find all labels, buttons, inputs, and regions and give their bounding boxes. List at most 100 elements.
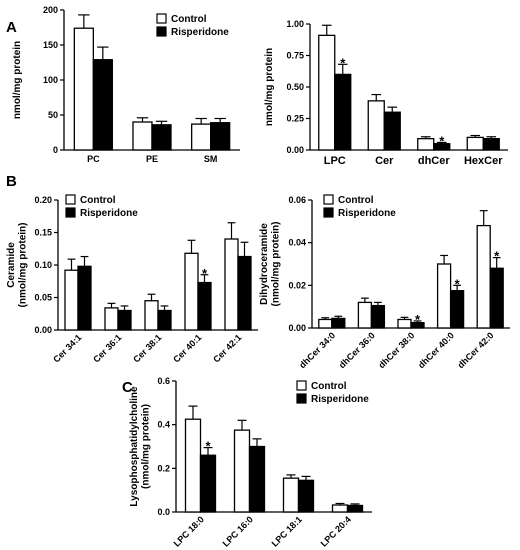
y-tick-label: 0.75: [286, 51, 304, 61]
y-tick-label: 0.00: [286, 145, 304, 155]
legend: Control Risperidone: [296, 380, 369, 405]
x-tick-label: Cer 42:1: [211, 332, 243, 364]
legend-swatch-risperidone: [296, 393, 307, 404]
y-tick-label: 0.20: [34, 195, 52, 205]
legend-label-risperidone: Risperidone: [171, 27, 229, 38]
bar: [191, 123, 212, 151]
panel-label-b: B: [6, 173, 17, 190]
x-tick-label: LPC 16:0: [221, 514, 255, 548]
bar: [331, 504, 349, 513]
bar: [117, 309, 132, 331]
bar: [210, 122, 231, 151]
x-tick-label: LPC 20:4: [319, 514, 353, 548]
y-axis-label-line: Ceramide: [6, 242, 17, 288]
bar: [73, 27, 94, 151]
y-axis-label-line: (nmol/mg protein): [18, 223, 29, 308]
y-tick-label: 0: [53, 145, 58, 155]
panel-label-a: A: [6, 19, 17, 36]
x-tick-label: Cer: [375, 155, 394, 167]
y-tick-label: 0.04: [288, 238, 306, 248]
legend-label-control: Control: [311, 381, 347, 392]
x-tick-label: PC: [87, 154, 100, 164]
x-tick-label: Cer 38:1: [131, 332, 163, 364]
legend-label-risperidone: Risperidone: [338, 208, 396, 219]
bar: [224, 238, 239, 331]
y-tick-label: 0.2: [157, 463, 170, 473]
legend-swatch-control: [323, 194, 334, 205]
y-tick-label: 0.06: [288, 195, 306, 205]
bar: [104, 307, 119, 331]
legend-swatch-control: [65, 194, 76, 205]
x-tick-label: SM: [204, 154, 218, 164]
bar: [417, 138, 435, 151]
bar: [334, 73, 352, 151]
x-tick-label: dhCer 38:0: [376, 330, 416, 370]
legend: Control Risperidone: [156, 13, 229, 38]
bar: [184, 418, 202, 513]
legend-swatch-risperidone: [156, 26, 167, 37]
bar: [237, 255, 252, 331]
chart-5: 0.0 0.2 0.4 0.6 Lysophosphatidylcholine(nmol…: [129, 376, 372, 549]
significance-asterisk: *: [415, 312, 421, 327]
legend-label-control: Control: [171, 14, 207, 25]
bar: [331, 317, 346, 329]
x-tick-label: PE: [146, 154, 158, 164]
bar: [248, 445, 266, 513]
bar: [144, 300, 159, 331]
y-tick-label: 50: [48, 110, 58, 120]
chart-3: 0.00 0.05 0.10 0.15 0.20 Ceramide(nmol/mg pro…: [6, 194, 258, 365]
y-axis-label: nmol/mg protein: [12, 41, 23, 119]
y-tick-label: 150: [43, 40, 58, 50]
y-tick-label: 0.00: [34, 325, 52, 335]
y-tick-label: 0.00: [288, 323, 306, 333]
bar: [466, 136, 484, 151]
bar: [318, 318, 333, 329]
legend-label-risperidone: Risperidone: [80, 208, 138, 219]
y-tick-label: 0.50: [286, 82, 304, 92]
x-tick-label: dhCer 40:0: [416, 330, 456, 370]
y-tick-label: 0.0: [157, 507, 170, 517]
bar: [318, 34, 336, 151]
x-tick-label: dhCer 42:0: [456, 330, 496, 370]
x-tick-label: Cer 34:1: [51, 332, 83, 364]
y-axis-label: Lysophosphatidylcholine(nmol/mg protein): [129, 386, 152, 507]
significance-asterisk: *: [494, 249, 500, 264]
y-axis-label-line: (nmol/mg protein): [271, 222, 282, 307]
legend-swatch-risperidone: [323, 207, 334, 218]
chart-2: 0.00 0.25 0.50 0.75 1.00 nmol/mg protein LPC Ce…: [264, 19, 508, 167]
bar: [64, 269, 79, 331]
y-tick-label: 0.4: [157, 420, 170, 430]
y-tick-label: 0.15: [34, 228, 52, 238]
bar: [436, 263, 452, 329]
bar: [383, 111, 401, 151]
x-tick-label: LPC: [324, 155, 346, 167]
bar: [92, 59, 113, 151]
bar: [449, 290, 465, 329]
legend-label-risperidone: Risperidone: [311, 394, 369, 405]
panel-label-c: C: [122, 379, 133, 396]
bar: [282, 477, 300, 513]
y-axis-label-line: Lysophosphatidylcholine: [129, 386, 140, 507]
x-tick-label: LPC 18:0: [172, 514, 206, 548]
legend: Control Risperidone: [65, 194, 138, 219]
bar: [367, 100, 385, 151]
significance-asterisk: *: [455, 276, 461, 291]
x-tick-label: dhCer 34:0: [297, 330, 337, 370]
x-tick-label: Cer 36:1: [91, 332, 123, 364]
bar: [476, 224, 491, 329]
y-tick-label: 200: [43, 5, 58, 15]
chart-1: 0 50 100 150 200 nmol/mg protein PC PE SM Control…: [12, 5, 240, 164]
bar: [489, 267, 504, 329]
bar: [157, 309, 172, 331]
y-tick-label: 0.02: [288, 280, 306, 290]
bar: [346, 504, 364, 513]
bar: [197, 281, 212, 331]
y-axis-label: Dihydroceramide(nmol/mg protein): [259, 222, 282, 307]
y-axis-label: nmol/mg protein: [264, 48, 275, 126]
significance-asterisk: *: [202, 266, 208, 281]
chart-4: 0.00 0.02 0.04 0.06 Dihydroceramide(nmol/mg …: [259, 194, 510, 370]
y-axis-label: Ceramide(nmol/mg protein): [6, 223, 29, 308]
y-tick-label: 0.25: [286, 114, 304, 124]
x-tick-label: LPC 18:1: [270, 514, 304, 548]
